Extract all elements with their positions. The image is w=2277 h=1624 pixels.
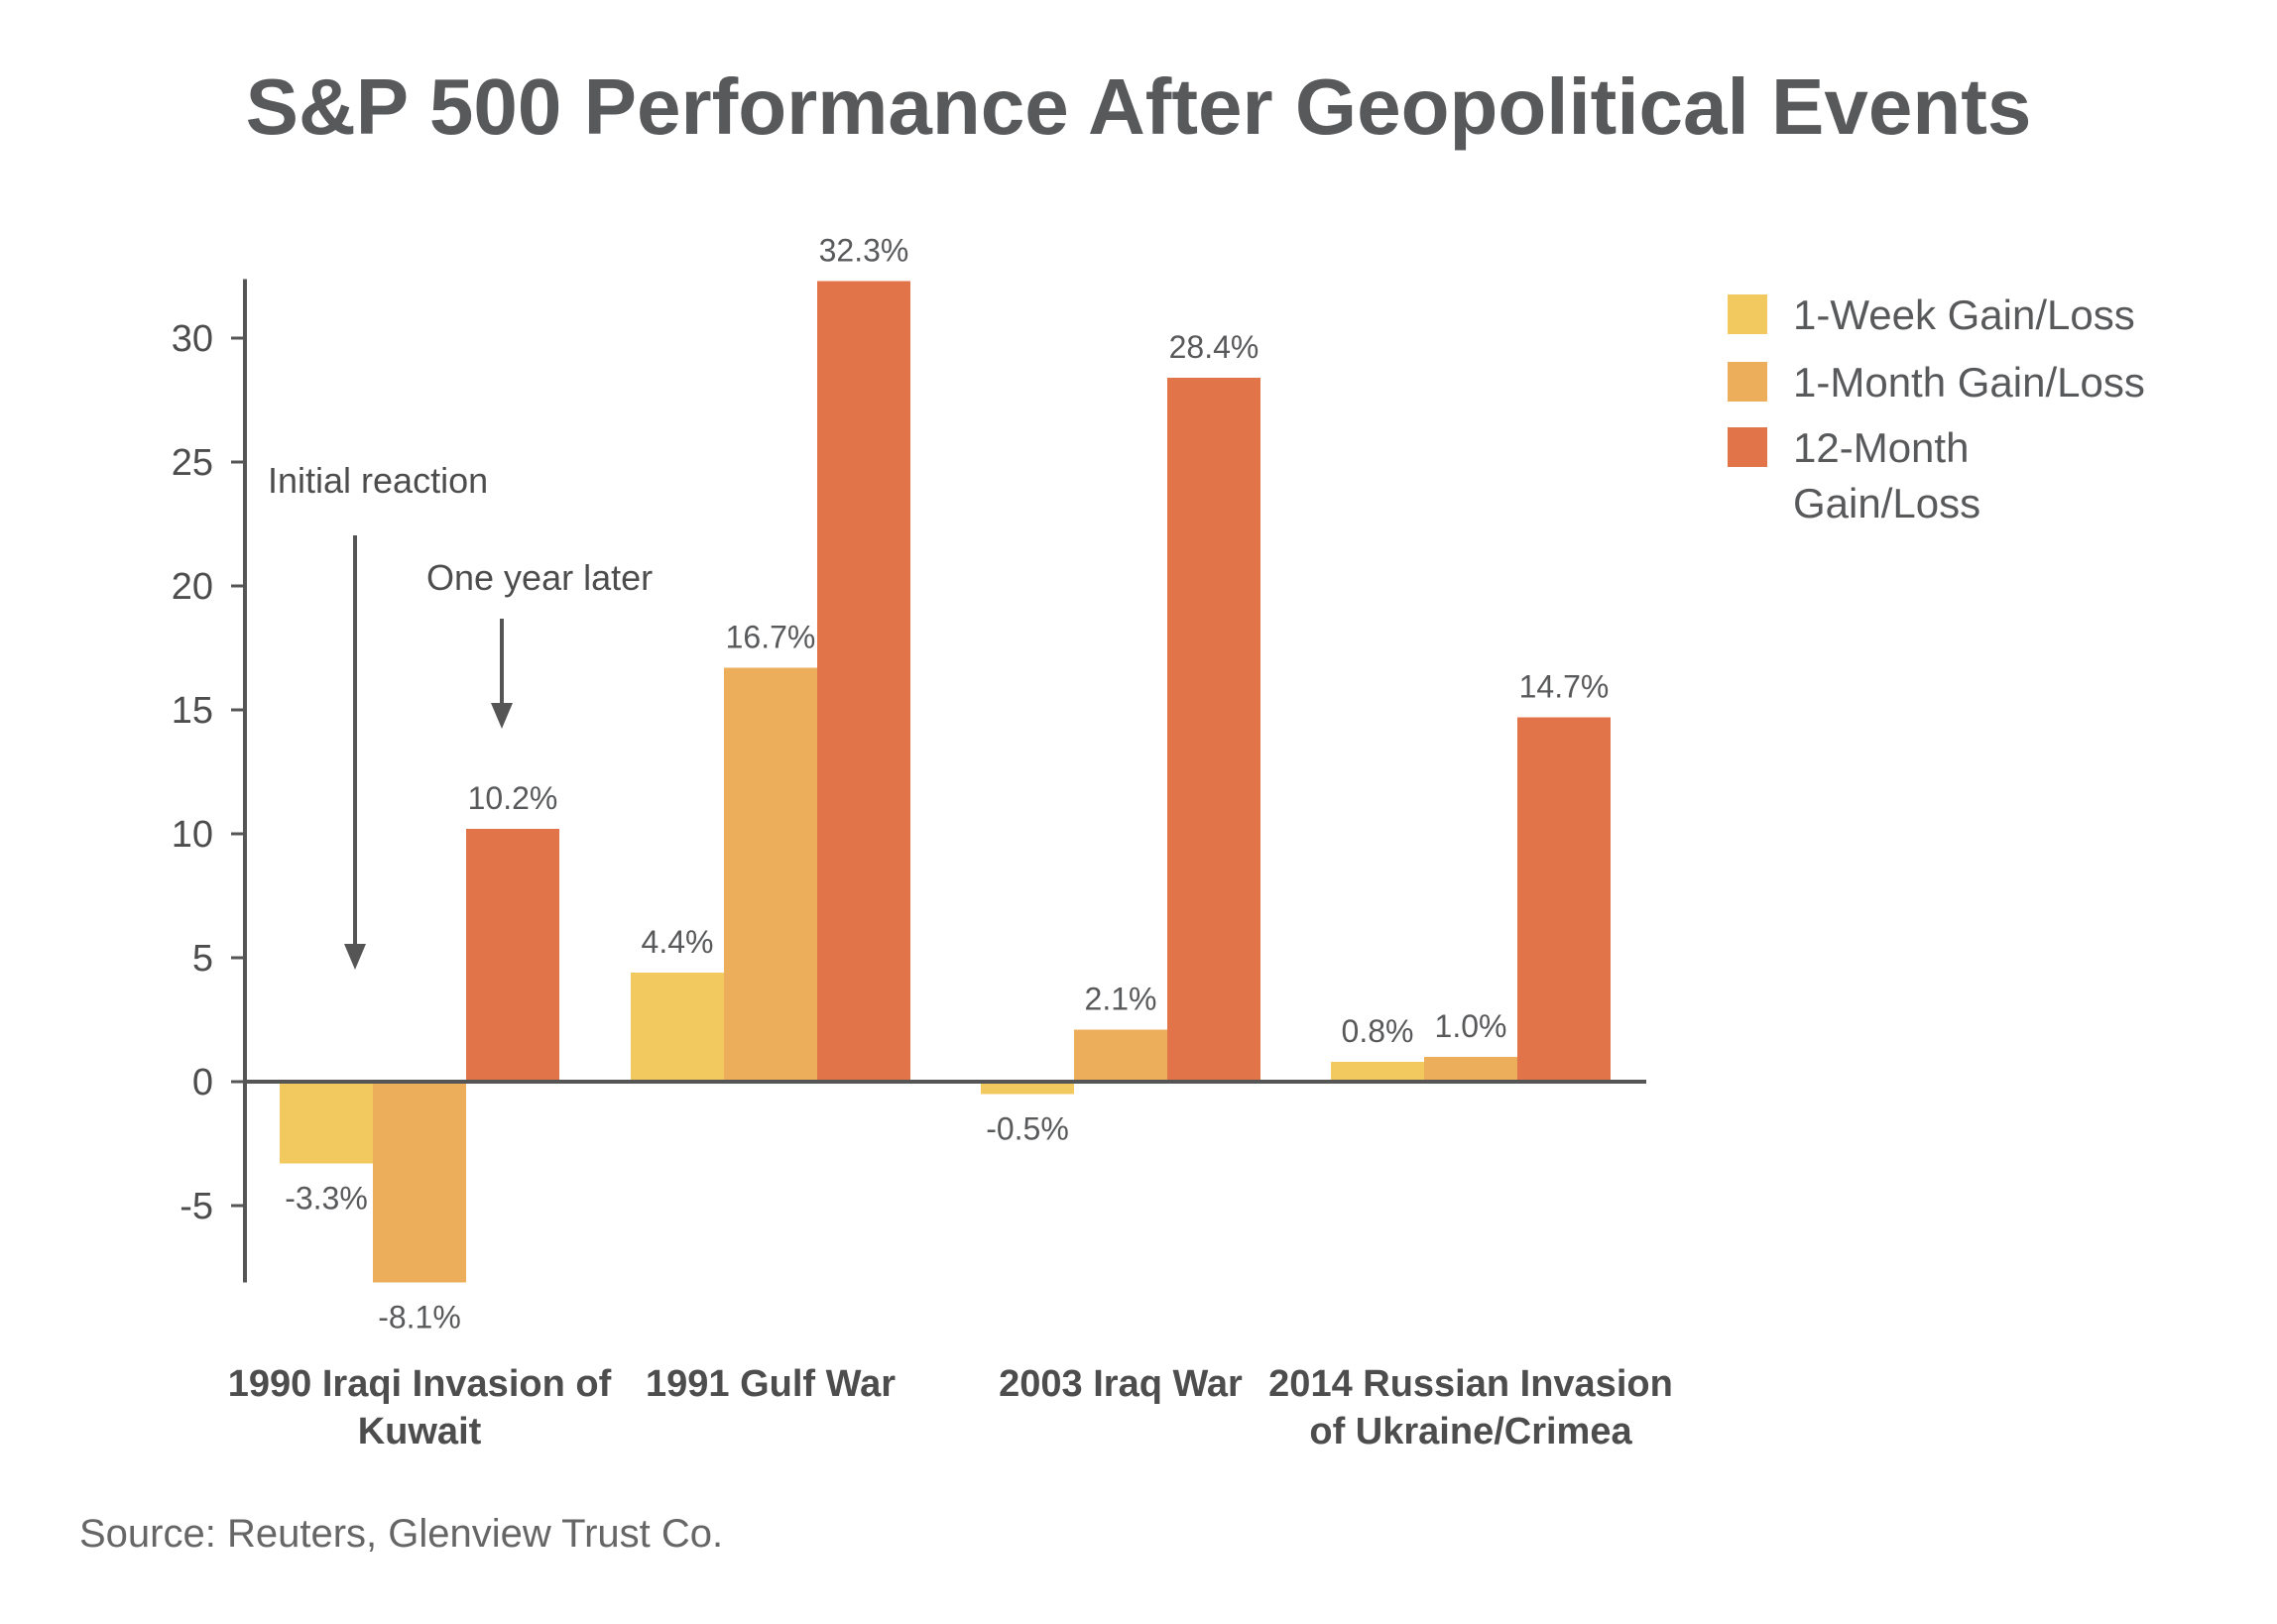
y-tick-label: 0 <box>192 1062 213 1103</box>
bar <box>373 1082 466 1283</box>
legend-label: 1-Week Gain/Loss <box>1793 291 2135 338</box>
bar <box>724 667 817 1082</box>
data-label: 32.3% <box>819 233 909 269</box>
bar <box>280 1082 373 1164</box>
chart-title: S&P 500 Performance After Geopolitical E… <box>246 62 2032 151</box>
legend-swatch <box>1728 362 1767 402</box>
arrow-down-icon <box>344 944 366 970</box>
legend-label: 1-Month Gain/Loss <box>1793 359 2145 406</box>
bar <box>817 281 910 1082</box>
category-label: 2003 Iraq War <box>999 1363 1243 1405</box>
data-label: 4.4% <box>642 924 714 960</box>
data-label: 10.2% <box>468 780 558 816</box>
y-tick-label: 20 <box>172 566 213 608</box>
annotation-label: Initial reaction <box>268 460 488 501</box>
legend-swatch <box>1728 294 1767 334</box>
y-tick-label: 10 <box>172 814 213 856</box>
bar <box>466 829 559 1082</box>
y-tick-label: 30 <box>172 318 213 360</box>
y-axis: 30 25 20 15 10 5 0 -5 <box>172 279 247 1283</box>
bar <box>1167 378 1260 1082</box>
data-label: 14.7% <box>1519 669 1610 705</box>
y-tick-label: -5 <box>180 1186 213 1227</box>
y-tick-label: 15 <box>172 690 213 732</box>
category-label: 1990 Iraqi Invasion of Kuwait <box>228 1363 612 1452</box>
category-label: 2014 Russian Invasion of Ukraine/Crimea <box>1268 1363 1673 1452</box>
annotation-one-year-later: One year later <box>426 557 653 729</box>
bar <box>1424 1057 1517 1082</box>
data-label: 28.4% <box>1169 329 1259 365</box>
legend-item: 12-Month Gain/Loss <box>1728 424 1980 526</box>
bar <box>1517 717 1611 1082</box>
legend-swatch <box>1728 427 1767 467</box>
annotation-initial-reaction: Initial reaction <box>268 460 488 970</box>
x-axis: 1990 Iraqi Invasion of Kuwait 1991 Gulf Wa… <box>228 1080 1673 1452</box>
data-label: -0.5% <box>986 1111 1069 1147</box>
data-label: 16.7% <box>726 620 816 655</box>
data-label: -3.3% <box>285 1181 368 1217</box>
annotation-label: One year later <box>426 557 653 598</box>
bar <box>981 1082 1074 1095</box>
bars: -3.3% 4.4% -0.5% 0.8% -8.1% 16.7% 2.1% 1.0% 10.2… <box>280 233 1611 1335</box>
y-tick-label: 25 <box>172 442 213 484</box>
bar <box>1331 1062 1424 1082</box>
data-label: 1.0% <box>1435 1008 1507 1044</box>
bar <box>1074 1029 1167 1082</box>
data-label: 2.1% <box>1085 982 1157 1017</box>
category-label: 1991 Gulf War <box>646 1363 896 1405</box>
data-label: -8.1% <box>378 1300 461 1335</box>
data-label: 0.8% <box>1342 1013 1414 1049</box>
legend: 1-Week Gain/Loss 1-Month Gain/Loss 12-Mont… <box>1728 291 2145 526</box>
legend-item: 1-Month Gain/Loss <box>1728 359 2145 406</box>
y-tick-label: 5 <box>192 938 213 980</box>
arrow-down-icon <box>491 703 513 729</box>
legend-label: 12-Month Gain/Loss <box>1793 424 1980 526</box>
legend-item: 1-Week Gain/Loss <box>1728 291 2135 338</box>
source-note: Source: Reuters, Glenview Trust Co. <box>79 1512 723 1556</box>
bar <box>631 973 724 1082</box>
annotations: Initial reaction One year later <box>268 460 653 970</box>
